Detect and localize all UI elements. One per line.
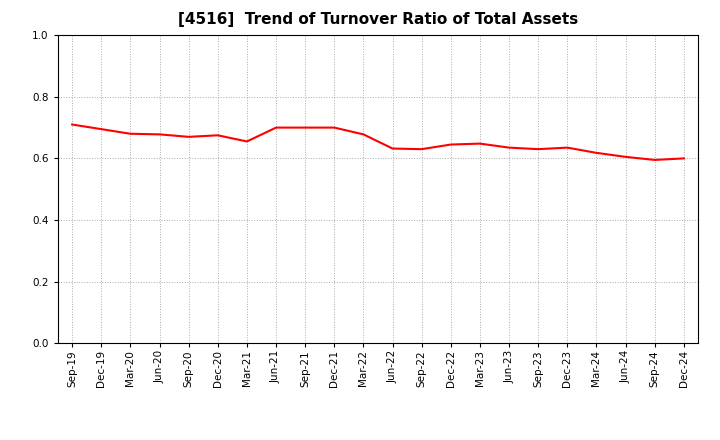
Title: [4516]  Trend of Turnover Ratio of Total Assets: [4516] Trend of Turnover Ratio of Total … xyxy=(178,12,578,27)
